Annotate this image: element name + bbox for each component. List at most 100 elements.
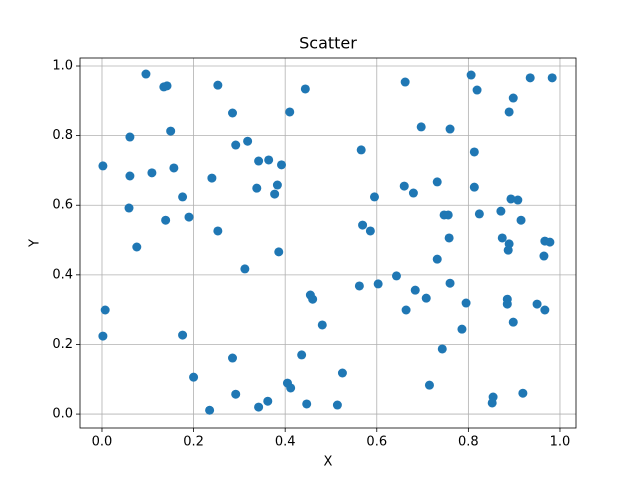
point xyxy=(228,108,238,118)
point xyxy=(147,168,157,178)
point xyxy=(373,279,383,289)
point xyxy=(408,188,418,198)
y-tick-label: 0.6 xyxy=(52,198,73,213)
x-tick-label: 0.8 xyxy=(458,435,479,450)
point xyxy=(457,324,467,334)
points xyxy=(98,69,557,415)
point xyxy=(162,81,172,91)
chart-title: Scatter xyxy=(299,34,357,53)
point xyxy=(270,189,280,199)
point xyxy=(540,305,550,315)
point xyxy=(469,182,479,192)
point xyxy=(365,226,375,236)
point xyxy=(161,215,171,225)
point xyxy=(354,281,364,291)
point xyxy=(98,331,108,341)
point xyxy=(337,368,347,378)
grid xyxy=(80,58,576,428)
point xyxy=(166,126,176,136)
y-tick-label: 0.4 xyxy=(52,267,73,282)
point xyxy=(410,285,420,295)
point xyxy=(516,215,526,225)
point xyxy=(124,203,134,213)
point xyxy=(264,155,274,165)
x-axis-label: X xyxy=(324,455,333,470)
point xyxy=(132,242,142,252)
point xyxy=(286,383,296,393)
y-tick-label: 1.0 xyxy=(52,59,73,74)
point xyxy=(274,247,284,257)
point xyxy=(401,305,411,315)
point xyxy=(445,124,455,134)
point xyxy=(545,237,555,247)
point xyxy=(125,171,135,181)
point xyxy=(472,85,482,95)
point xyxy=(277,160,287,170)
point xyxy=(391,271,401,281)
point xyxy=(532,299,542,309)
point xyxy=(254,156,264,166)
x-tick-label: 1.0 xyxy=(550,435,571,450)
point xyxy=(416,122,426,132)
point xyxy=(502,299,512,309)
point xyxy=(369,192,379,202)
axes-frame xyxy=(79,57,577,429)
point xyxy=(184,212,194,222)
y-tick-label: 0.0 xyxy=(52,407,73,422)
point xyxy=(504,107,514,117)
point xyxy=(231,389,241,399)
point xyxy=(252,183,262,193)
point xyxy=(207,173,217,183)
point xyxy=(508,317,518,327)
point xyxy=(399,181,409,191)
point xyxy=(178,192,188,202)
point xyxy=(496,206,506,216)
point xyxy=(421,293,431,303)
point xyxy=(358,220,368,230)
point xyxy=(445,278,455,288)
point xyxy=(525,73,535,83)
point xyxy=(332,400,342,410)
point xyxy=(474,209,484,219)
point xyxy=(213,80,223,90)
point xyxy=(424,380,434,390)
point xyxy=(443,210,453,220)
point xyxy=(432,254,442,264)
y-tick-label: 0.8 xyxy=(52,128,73,143)
point xyxy=(444,233,454,243)
point xyxy=(141,69,151,79)
point xyxy=(100,305,110,315)
point xyxy=(213,226,223,236)
point xyxy=(254,402,264,412)
point xyxy=(285,107,295,117)
y-tick-label: 0.2 xyxy=(52,337,73,352)
x-tick-label: 0.0 xyxy=(92,435,113,450)
point xyxy=(263,396,273,406)
point xyxy=(508,93,518,103)
x-tick-label: 0.4 xyxy=(275,435,296,450)
point xyxy=(308,294,318,304)
point xyxy=(205,405,215,415)
x-tick-label: 0.2 xyxy=(183,435,204,450)
point xyxy=(461,298,471,308)
point xyxy=(487,398,497,408)
point xyxy=(513,195,523,205)
point xyxy=(98,161,108,171)
point xyxy=(240,264,250,274)
point xyxy=(302,399,312,409)
point xyxy=(497,233,507,243)
point xyxy=(432,177,442,187)
point xyxy=(317,320,327,330)
point xyxy=(356,145,366,155)
point xyxy=(300,84,310,94)
y-axis-label: Y xyxy=(28,239,43,248)
point xyxy=(228,353,238,363)
x-tick-label: 0.6 xyxy=(366,435,387,450)
point xyxy=(178,330,188,340)
point xyxy=(539,251,549,261)
point xyxy=(547,73,557,83)
point xyxy=(125,132,135,142)
point xyxy=(503,245,513,255)
point xyxy=(400,77,410,87)
